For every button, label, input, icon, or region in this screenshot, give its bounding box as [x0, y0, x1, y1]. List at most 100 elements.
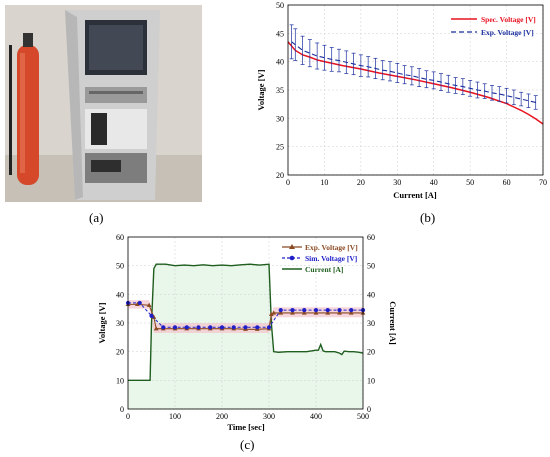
x-axis-label: Current [A] [393, 190, 437, 200]
x-tick-label: 60 [503, 178, 511, 187]
marker-sim [325, 308, 330, 313]
x-tick-label: 30 [393, 178, 401, 187]
marker-exp [151, 314, 157, 319]
y-tick-label: 30 [116, 319, 124, 328]
x-tick-label: 40 [430, 178, 438, 187]
marker-exp [348, 310, 354, 315]
marker-sim [149, 313, 154, 318]
x-tick-label: 300 [263, 412, 275, 421]
marker-sim [337, 308, 342, 313]
plot-frame [287, 4, 544, 176]
y-tick-label: 50 [276, 1, 284, 10]
legend-marker-sim [289, 255, 295, 261]
marker-exp [325, 310, 331, 315]
marker-exp [135, 301, 140, 306]
marker-sim [313, 308, 319, 313]
test-bench-photo [5, 5, 202, 202]
plot-frame [127, 236, 364, 410]
y2-tick-label: 20 [367, 348, 375, 357]
legend: Exp. Voltage [V] Sim. Voltage [V] Curren… [282, 243, 358, 274]
y-tick-label: 0 [120, 405, 124, 414]
fire-extinguisher-icon [9, 33, 39, 185]
legend-label-spec: Spec. Voltage [V] [481, 15, 536, 24]
marker-exp [278, 310, 284, 315]
y2-axis-label: Current [A] [388, 301, 398, 345]
x-tick-label: 20 [357, 178, 365, 187]
marker-exp [313, 310, 319, 315]
x-tick-label: 0 [286, 178, 290, 187]
marker-sim [290, 308, 295, 313]
x-tick-label: 100 [169, 412, 181, 421]
legend-label-exp: Exp. Voltage [V] [305, 243, 358, 252]
legend-label-current: Current [A] [305, 265, 343, 274]
panel-label-a: (a) [89, 210, 104, 225]
current-area [128, 264, 363, 409]
x-tick-label: 0 [126, 412, 130, 421]
marker-exp [290, 310, 295, 315]
y2-tick-label: 0 [367, 405, 371, 414]
y2-tick-label: 50 [367, 262, 375, 271]
marker-exp [153, 326, 159, 331]
legend-label-sim: Sim. Voltage [V] [305, 254, 357, 263]
marker-sim [161, 325, 166, 330]
cabinet-icon [65, 10, 160, 200]
x-tick-label: 50 [466, 178, 474, 187]
y-tick-label: 20 [276, 171, 284, 180]
y2-tick-label: 60 [367, 233, 375, 242]
panel-label-c: (c) [240, 437, 255, 452]
y2-tick-label: 40 [367, 290, 375, 299]
marker-exp [337, 310, 342, 315]
marker-sim [172, 325, 178, 330]
legend-label-exp: Exp. Voltage [V] [481, 28, 534, 37]
x-tick-label: 10 [320, 178, 328, 187]
series-line-current [128, 263, 364, 382]
panel-label-b: (b) [420, 210, 436, 225]
series-line-exp-voltage [291, 41, 536, 104]
y-tick-label: 20 [116, 348, 124, 357]
x-axis-label: Time [sec] [227, 422, 265, 432]
y-tick-label: 25 [276, 143, 284, 152]
marker-exp [268, 311, 274, 316]
legend-marker-exp [289, 244, 295, 249]
y-axis-label: Voltage [V] [256, 69, 266, 110]
series-line-spec-voltage [287, 41, 544, 125]
current-fill-area [128, 264, 363, 409]
series-layer [287, 24, 544, 125]
y-tick-label: 40 [276, 58, 284, 67]
tick-labels: 0 10 20 30 40 50 60 70 20 25 30 35 40 45 50 [276, 1, 547, 187]
chart-c: 0 100 200 300 400 500010203040506001020304050… [98, 233, 398, 432]
marker-sim [231, 325, 236, 330]
chart-b: 0 10 20 30 40 50 60 70 20 25 30 35 40 45 50 Current [A… [256, 1, 547, 200]
y-tick-label: 35 [276, 86, 284, 95]
y-axis-label: Voltage [V] [98, 302, 107, 343]
marker-sim [219, 325, 225, 330]
y-tick-label: 60 [116, 233, 124, 242]
y-tick-label: 40 [116, 290, 124, 299]
y2-tick-label: 10 [367, 376, 375, 385]
tick-labels: 0 100 200 300 400 500010203040506001020304050… [116, 233, 375, 421]
marker-exp [146, 302, 152, 307]
marker-sim [196, 325, 201, 330]
series-layer [125, 263, 366, 382]
y-tick-label: 30 [276, 114, 284, 123]
marker-sim [184, 325, 189, 330]
marker-exp [301, 310, 307, 315]
legend: Spec. Voltage [V] Exp. Voltage [V] [451, 15, 536, 37]
x-tick-label: 200 [216, 412, 228, 421]
marker-sim [278, 308, 283, 313]
marker-sim [302, 308, 307, 313]
marker-sim [349, 308, 354, 313]
marker-sim [266, 325, 272, 330]
marker-sim [243, 325, 248, 330]
y-tick-label: 50 [116, 262, 124, 271]
y-tick-label: 45 [276, 29, 284, 38]
x-tick-label: 400 [310, 412, 322, 421]
x-tick-label: 500 [357, 412, 369, 421]
marker-sim [137, 300, 142, 306]
y-tick-label: 10 [116, 376, 124, 385]
y2-tick-label: 30 [367, 319, 375, 328]
marker-sim [255, 325, 260, 330]
x-tick-label: 70 [539, 178, 547, 187]
marker-exp [271, 310, 277, 315]
marker-sim [208, 325, 213, 330]
